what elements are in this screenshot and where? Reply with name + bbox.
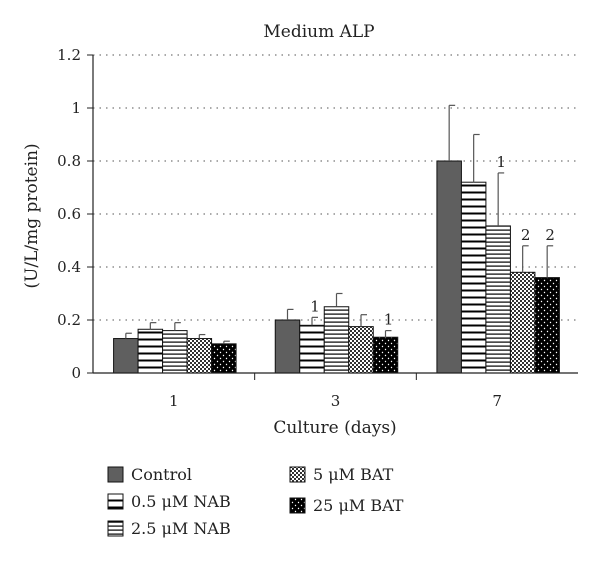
y-tick-label: 1 [71,99,81,117]
legend-item: 2.5 μM NAB [107,519,231,538]
bar [211,343,237,374]
bar [348,326,374,374]
legend-label: 2.5 μM NAB [131,519,231,538]
legend-label: 25 μM BAT [313,496,404,515]
bar [436,160,462,374]
significance-label: 1 [496,153,506,171]
bar [186,338,213,374]
significance-label: 2 [545,226,555,244]
legend-label: Control [131,465,192,484]
y-tick-label: 0.4 [57,258,81,276]
bar [113,338,139,374]
legend-swatch [107,466,124,483]
y-tick-label: 0.6 [57,205,81,223]
y-tick-label: 1.2 [57,46,81,64]
x-axis-label: Culture (days) [273,418,396,438]
x-tick-label: 1 [169,392,179,410]
legend-item: Control [107,465,192,484]
chart-title: Medium ALP [263,22,374,42]
bar [137,328,164,374]
bar [372,336,399,374]
x-tick-label: 3 [331,392,341,410]
bar [534,277,560,374]
significance-label: 2 [521,226,531,244]
legend-swatch [289,497,306,514]
bar [274,319,301,374]
legend-item: 25 μM BAT [289,496,404,515]
significance-label: 1 [310,297,320,315]
bar [485,225,511,374]
legend: Control 0.5 μM NAB 2.5 μM NAB 5 μM BAT 25 μM… [107,465,404,538]
legend-swatch [107,520,124,537]
legend-item: 0.5 μM NAB [107,492,231,511]
bar [299,324,325,374]
legend-label: 5 μM BAT [313,465,394,484]
bar [323,306,350,374]
legend-label: 0.5 μM NAB [131,492,231,511]
legend-swatch [289,466,306,483]
significance-label: 1 [384,311,394,329]
axes: 0 0.2 0.4 0.6 0.8 1 1.2 1 3 7 [57,46,578,410]
legend-item: 5 μM BAT [289,465,394,484]
legend-swatch [107,493,124,510]
y-tick-label: 0 [71,364,81,382]
bars: 1 1 1 2 2 [113,104,560,374]
y-tick-label: 0.8 [57,152,81,170]
x-tick-label: 7 [492,392,502,410]
y-axis-label: (U/L/mg protein) [22,143,42,288]
bar [162,330,188,374]
bar [509,271,536,374]
bar [460,181,487,374]
y-tick-label: 0.2 [57,311,81,329]
